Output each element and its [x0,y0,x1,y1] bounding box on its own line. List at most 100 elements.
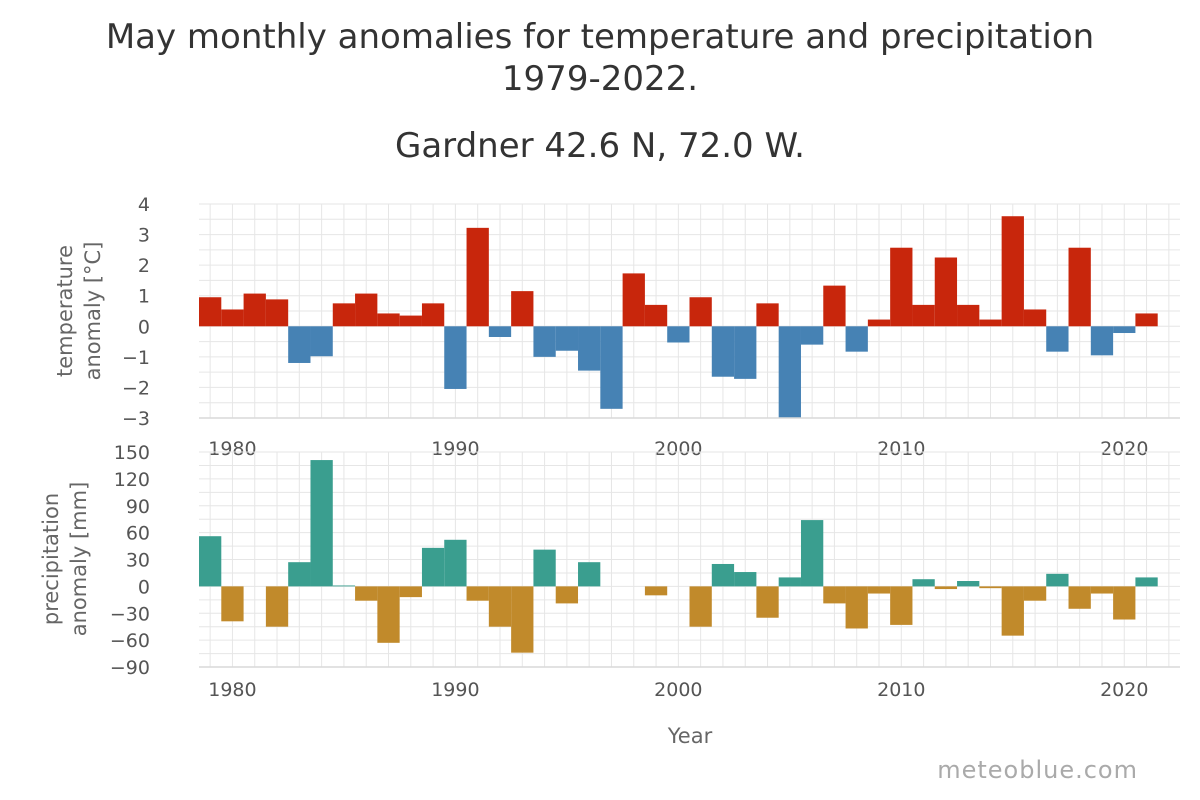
temp-xtick-label: 1990 [431,438,479,460]
prec-bar-1996 [578,562,601,587]
prec-bar-2019 [1090,586,1114,594]
prec-ytick-label: −30 [110,603,150,625]
temp-ytick-label: −2 [122,377,150,399]
temp-bar-2004 [756,303,779,327]
temp-bar-1980 [221,309,244,327]
prec-bar-1983 [288,562,311,587]
chart-subtitle: Gardner 42.6 N, 72.0 W. [395,126,805,166]
temp-bar-2018 [1068,247,1091,327]
prec-bar-2015 [1001,586,1024,636]
temp-bar-2019 [1090,326,1114,356]
prec-bar-1982 [265,586,289,627]
prec-bar-1985 [332,585,356,587]
temp-bar-2012 [934,257,958,327]
prec-bar-1991 [466,586,489,601]
temp-bar-2016 [1023,309,1047,327]
watermark: meteoblue.com [937,756,1138,784]
temp-bar-2006 [800,326,824,345]
temp-bar-1993 [511,291,534,327]
temp-bar-1986 [355,293,378,327]
prec-xtick-label: 2010 [877,679,925,701]
temp-bar-2020 [1113,326,1136,334]
prec-ytick-label: 120 [114,469,150,491]
temp-bar-1985 [332,303,356,327]
temp-bar-1994 [533,326,556,357]
precipitation-panel: 150 120 90 60 30 0 −30 −60 −90 1980 1990 2000 2010 20… [39,442,1180,748]
prec-bar-1987 [377,586,400,643]
prec-bar-1979 [199,536,222,587]
chart-title-line1: May monthly anomalies for temperature an… [106,17,1094,57]
temp-bar-2001 [689,297,712,327]
temp-y-axis-label: temperature anomaly [°C] [53,242,105,381]
temp-ytick-label: 2 [138,255,150,277]
temp-bar-2009 [867,319,891,327]
prec-bar-2001 [689,586,712,627]
prec-bar-2003 [734,572,757,587]
temp-ytick-label: −1 [122,347,150,369]
temp-bar-2005 [778,326,801,418]
temp-ytick-label: −3 [122,408,150,430]
temp-ytick-label: 3 [138,225,150,247]
prec-bar-1990 [444,539,467,587]
prec-ytick-label: 150 [114,442,150,464]
prec-bar-2004 [756,586,779,618]
temp-bar-1983 [288,326,311,363]
prec-ytick-label: 30 [126,550,150,572]
prec-bar-2012 [934,586,958,590]
temp-xtick-label: 2020 [1100,438,1148,460]
prec-bar-1986 [355,586,378,601]
temp-bar-1987 [377,313,400,327]
prec-bar-1984 [310,460,333,587]
prec-xtick-label: 2020 [1100,679,1148,701]
prec-bar-2007 [823,586,846,604]
prec-bar-2021 [1135,577,1158,587]
prec-bar-1989 [421,547,445,587]
prec-bar-2018 [1068,586,1091,609]
temp-xtick-label: 1980 [208,438,256,460]
temp-bar-1988 [399,315,422,327]
prec-bar-2005 [778,577,801,587]
temp-bar-1995 [555,326,579,351]
temp-bar-2011 [912,304,935,327]
prec-bar-1992 [488,586,512,627]
x-axis-label: Year [667,724,713,748]
temp-bar-1989 [421,303,445,327]
prec-ytick-label: −60 [110,630,150,652]
prec-bar-1999 [644,586,668,596]
prec-bar-1993 [511,586,534,653]
temp-bar-2003 [734,326,757,379]
temp-bar-2013 [957,304,980,327]
temp-xtick-label: 2010 [877,438,925,460]
chart-title-line2: 1979-2022. [502,59,698,99]
temp-bar-2010 [890,247,913,327]
prec-bar-1988 [399,586,422,598]
prec-bar-2020 [1113,586,1136,620]
temp-bar-2008 [845,326,868,352]
prec-xtick-label: 2000 [654,679,702,701]
prec-ytick-label: 90 [126,496,150,518]
temp-bar-1997 [600,326,623,409]
prec-bar-2010 [890,586,913,625]
temp-bar-2021 [1135,313,1158,327]
temp-bar-2002 [711,326,735,377]
temp-bar-1999 [644,304,668,327]
temp-xtick-label: 2000 [654,438,702,460]
temp-bar-1992 [488,326,512,337]
prec-bar-2013 [957,581,980,587]
temp-bar-1981 [243,293,266,327]
temp-bar-1991 [466,227,489,327]
temp-bar-2000 [667,326,690,343]
prec-bar-1995 [555,586,579,604]
prec-bar-2017 [1046,573,1069,587]
prec-bar-2016 [1023,586,1047,601]
prec-ytick-label: −90 [110,657,150,679]
temp-ytick-label: 1 [138,286,150,308]
prec-bar-2002 [711,563,735,587]
temperature-panel: 4 3 2 1 0 −1 −2 −3 1980 1990 2000 2010 2020 temperatu… [53,194,1180,460]
prec-xtick-label: 1990 [431,679,479,701]
temp-bar-1998 [622,273,645,327]
temp-bar-2015 [1001,216,1024,327]
prec-bar-2006 [800,520,824,587]
temp-bar-1979 [199,297,222,327]
